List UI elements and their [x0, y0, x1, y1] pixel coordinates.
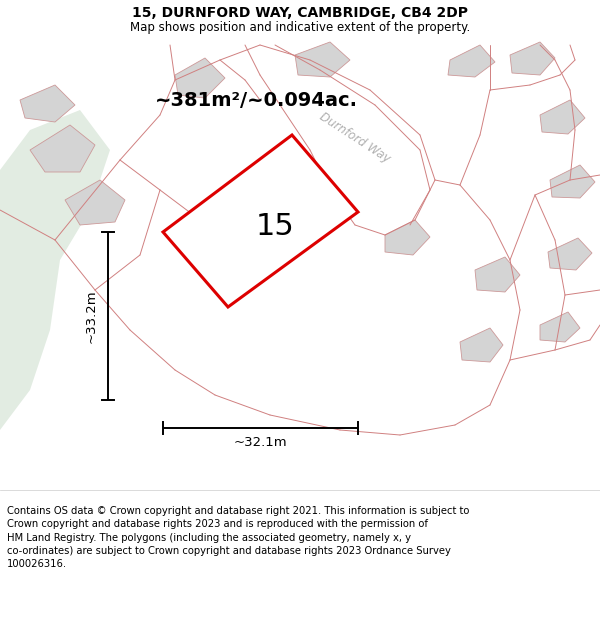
- Polygon shape: [540, 100, 585, 134]
- Polygon shape: [540, 312, 580, 342]
- Polygon shape: [30, 125, 95, 172]
- Text: Contains OS data © Crown copyright and database right 2021. This information is : Contains OS data © Crown copyright and d…: [7, 506, 470, 569]
- Text: 15, DURNFORD WAY, CAMBRIDGE, CB4 2DP: 15, DURNFORD WAY, CAMBRIDGE, CB4 2DP: [132, 6, 468, 20]
- Text: 15: 15: [256, 212, 295, 241]
- Polygon shape: [448, 45, 495, 77]
- Polygon shape: [550, 165, 595, 198]
- Polygon shape: [20, 85, 75, 122]
- Text: ~32.1m: ~32.1m: [233, 436, 287, 449]
- Polygon shape: [0, 110, 110, 430]
- Text: Map shows position and indicative extent of the property.: Map shows position and indicative extent…: [130, 21, 470, 34]
- Polygon shape: [65, 180, 125, 225]
- Text: ~33.2m: ~33.2m: [85, 289, 98, 342]
- Polygon shape: [460, 328, 503, 362]
- Polygon shape: [163, 135, 358, 307]
- Polygon shape: [475, 257, 520, 292]
- Polygon shape: [295, 42, 350, 77]
- Text: Durnford Way: Durnford Way: [317, 111, 393, 166]
- Text: ~381m²/~0.094ac.: ~381m²/~0.094ac.: [155, 91, 358, 109]
- Polygon shape: [175, 58, 225, 98]
- Polygon shape: [510, 42, 555, 75]
- Polygon shape: [385, 220, 430, 255]
- Polygon shape: [548, 238, 592, 270]
